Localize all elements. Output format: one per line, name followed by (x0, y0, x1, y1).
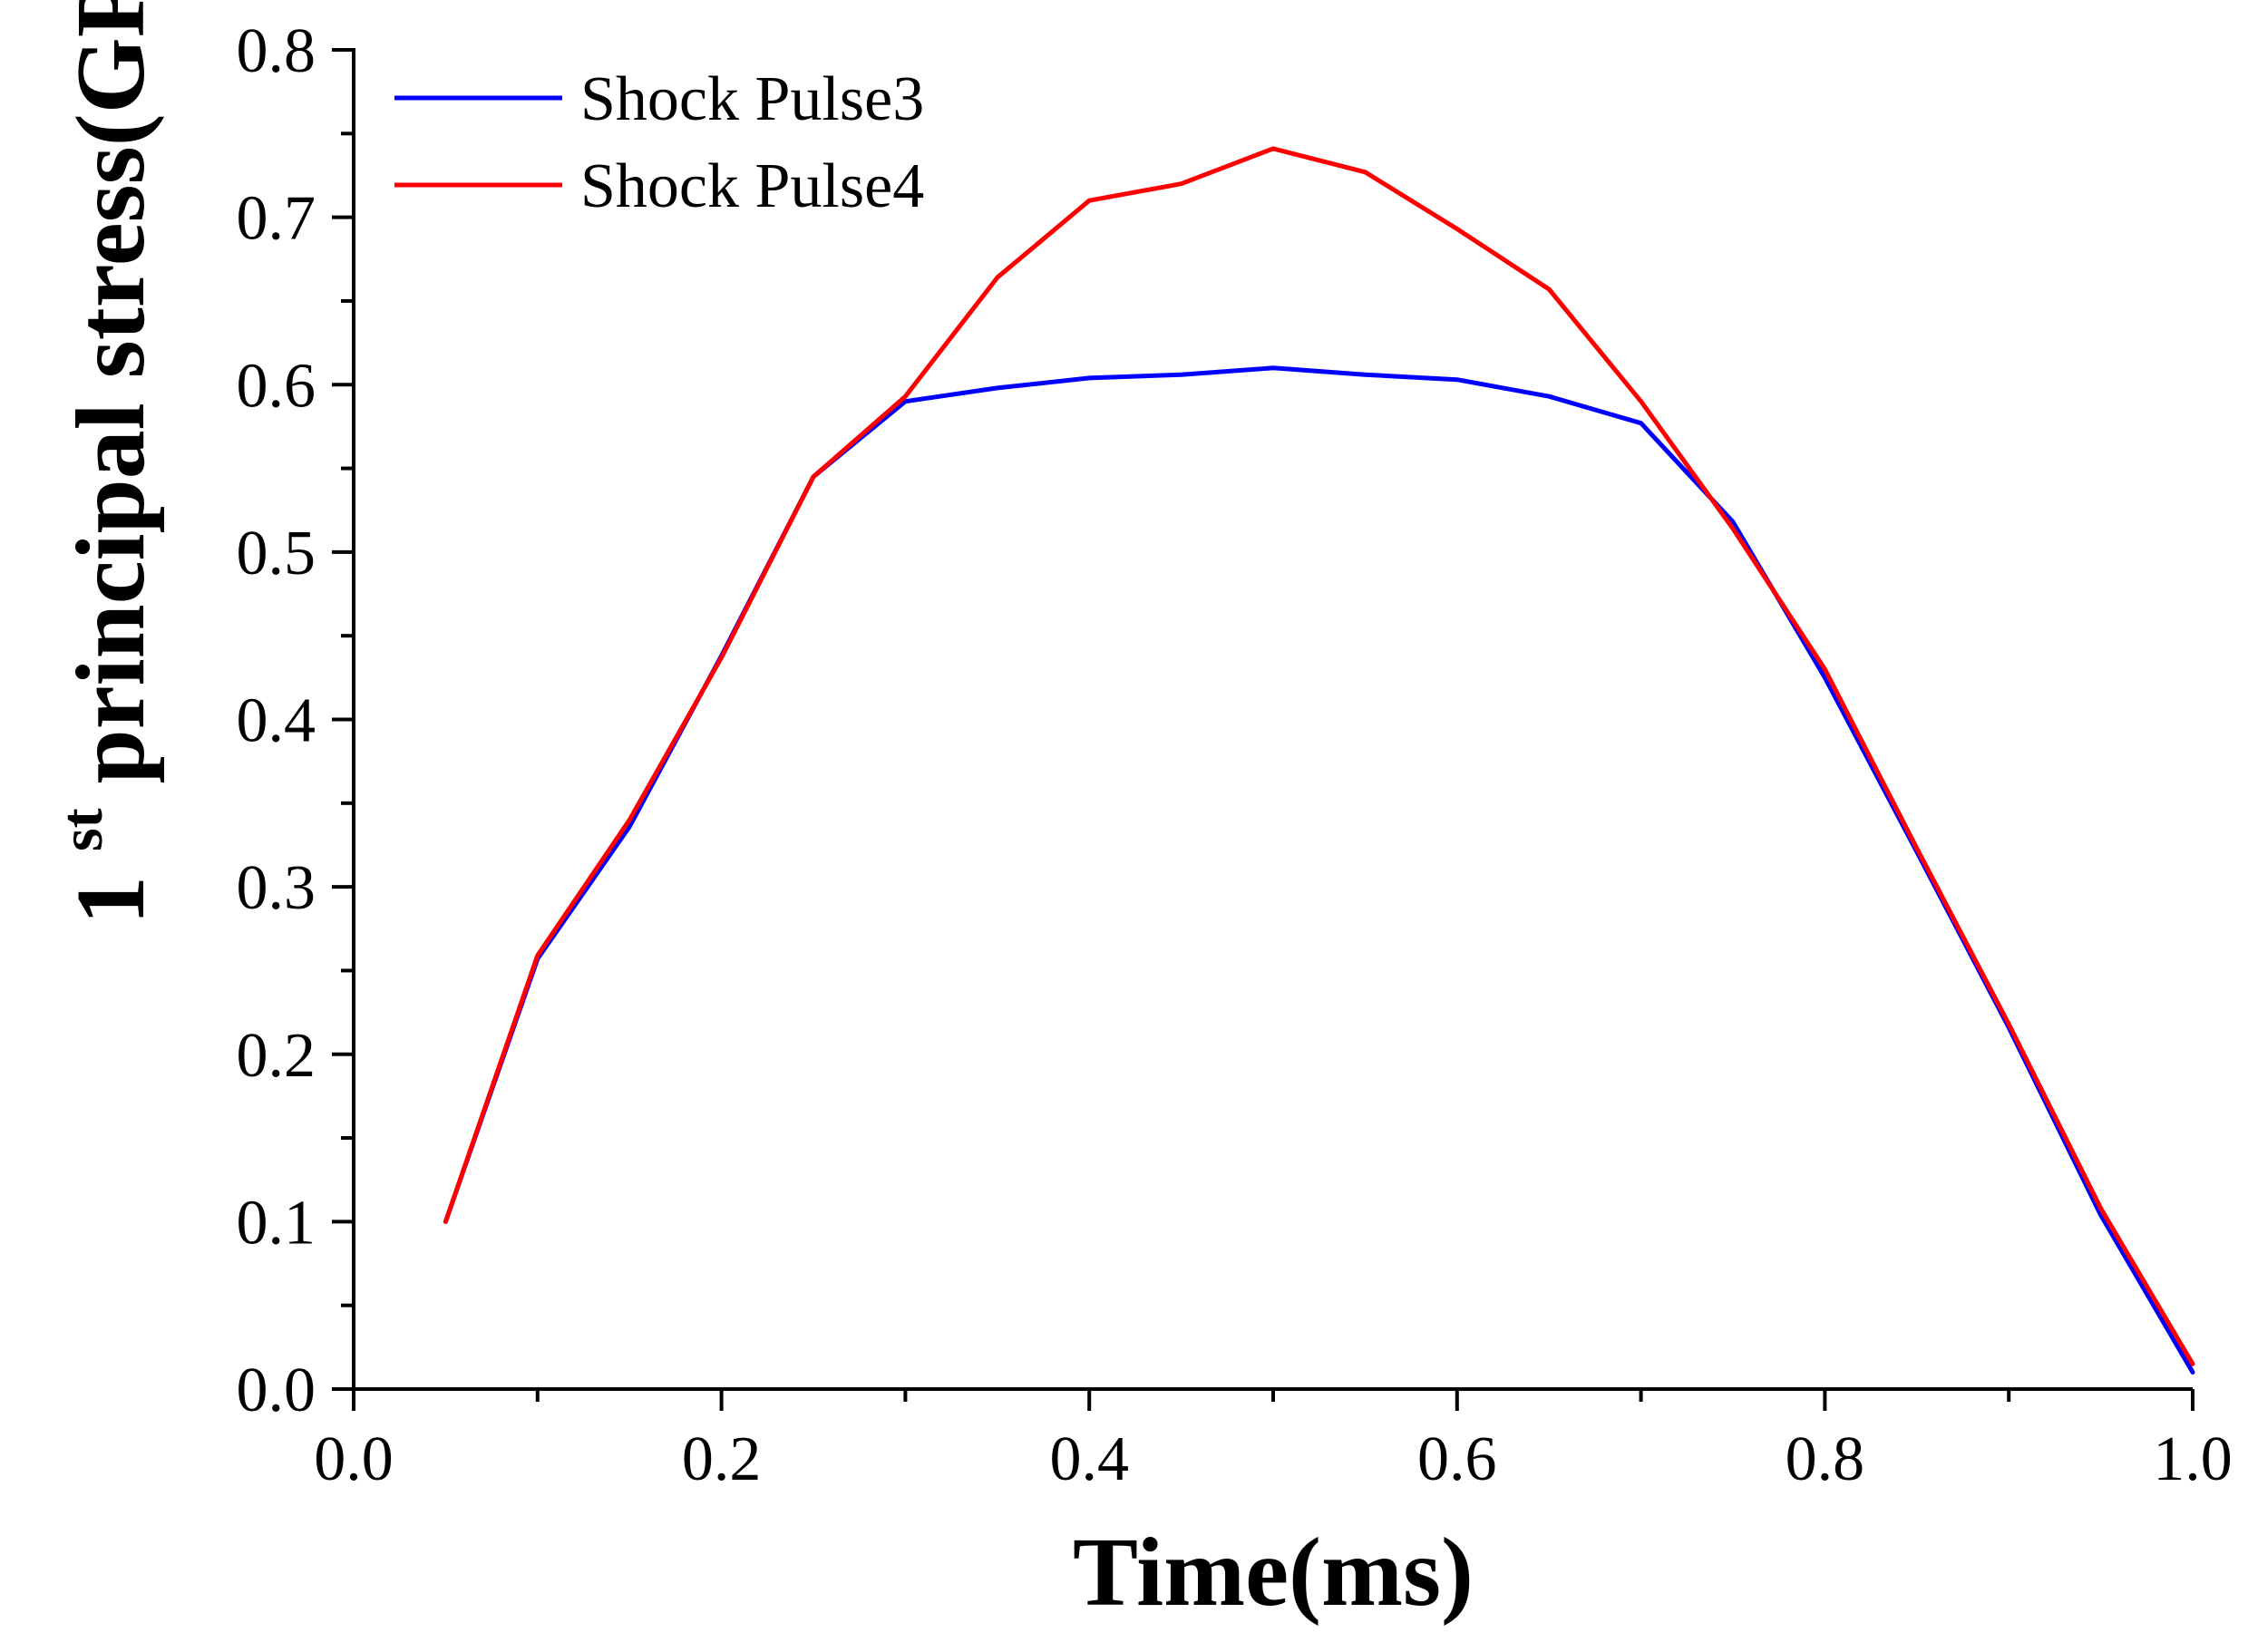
y-tick-label: 0.7 (237, 184, 316, 254)
y-tick-label: 0.4 (237, 686, 316, 756)
y-tick-label: 0.0 (237, 1356, 316, 1425)
y-axis-title-prefix: 1 (57, 876, 165, 925)
series-layer (443, 146, 2195, 1375)
y-tick-label: 0.6 (237, 351, 316, 421)
x-tick-label: 0.0 (314, 1424, 394, 1494)
x-tick-label: 0.6 (1417, 1424, 1497, 1494)
y-tick-label: 0.1 (237, 1188, 316, 1258)
x-tick-label: 1.0 (2153, 1424, 2233, 1494)
y-axis-title-main: principal stress(GPa) (57, 0, 165, 783)
x-axis-title: Time(ms) (1073, 1519, 1474, 1627)
series-line-2 (443, 146, 2195, 1366)
axes (352, 48, 2193, 1391)
y-tick-label: 0.5 (237, 519, 316, 588)
x-axis-ticks: 0.0 0.2 0.4 0.6 0.8 1.0 (314, 1389, 2233, 1494)
y-axis-title-superscript: st (49, 808, 115, 851)
y-tick-label: 0.8 (237, 16, 316, 86)
legend: Shock Pulse3 Shock Pulse4 (394, 64, 924, 221)
y-axis-title: 1 st principal stress(GPa) (15, 0, 165, 925)
legend-label-2: Shock Pulse4 (580, 151, 924, 221)
y-tick-label: 0.2 (237, 1021, 316, 1091)
x-tick-label: 0.4 (1049, 1424, 1129, 1494)
x-tick-label: 0.8 (1786, 1424, 1865, 1494)
legend-label-1: Shock Pulse3 (580, 64, 924, 134)
x-tick-label: 0.2 (682, 1424, 762, 1494)
y-axis-ticks: 0.0 0.1 0.2 0.3 0.4 0.5 0.6 0.7 0.8 (237, 16, 354, 1425)
y-tick-label: 0.3 (237, 853, 316, 923)
